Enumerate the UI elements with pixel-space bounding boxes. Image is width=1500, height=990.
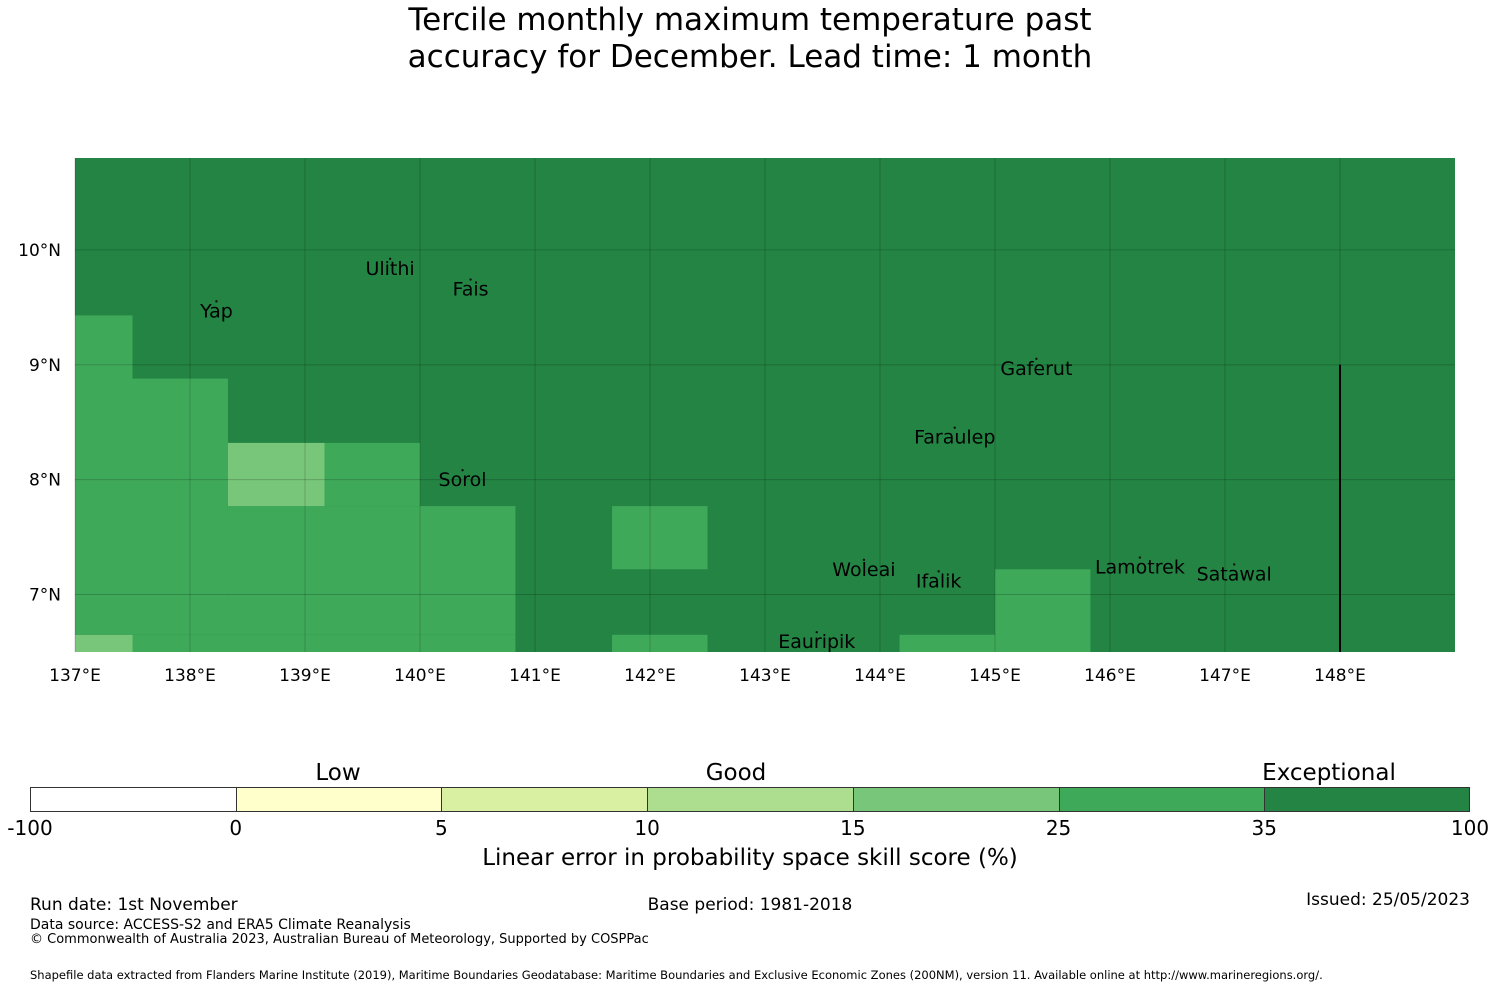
island-marker [953, 426, 956, 429]
lon-tick-label: 146°E [1084, 666, 1136, 686]
place-label-sorol: Sorol [439, 469, 487, 491]
colorbar-segment [441, 787, 648, 812]
lat-tick-label: 10°N [18, 241, 61, 261]
colorbar-tick-label: 35 [1251, 816, 1278, 840]
lat-tick-label: 9°N [29, 356, 61, 376]
island-marker [1035, 357, 1038, 360]
skill-cell [612, 506, 708, 570]
lon-tick-label: 144°E [854, 666, 906, 686]
colorbar-segment [30, 787, 236, 812]
island-marker [1233, 563, 1236, 566]
island-marker [1138, 556, 1142, 559]
colorbar-label: Linear error in probability space skill … [482, 845, 1018, 871]
island-marker [388, 257, 392, 261]
place-label-woleai: Woleai [832, 559, 895, 581]
class-label-low: Low [315, 760, 361, 786]
lon-tick-label: 137°E [49, 666, 101, 686]
skill-cell [995, 569, 1091, 652]
title-line-2: accuracy for December. Lead time: 1 mont… [407, 39, 1093, 75]
data-source: Data source: ACCESS-S2 and ERA5 Climate … [30, 917, 411, 933]
skill-cell [75, 315, 133, 635]
lat-tick-label: 8°N [29, 471, 61, 491]
skill-cell [132, 378, 228, 635]
island-marker [862, 558, 866, 562]
place-label-faraulep: Faraulep [914, 427, 995, 449]
colorbar-segment [235, 787, 442, 812]
island-marker [469, 278, 472, 281]
skill-cell [227, 442, 325, 507]
colorbar-segment [1264, 787, 1470, 812]
copyright: © Commonwealth of Australia 2023, Austra… [30, 932, 649, 947]
skill-cell [420, 506, 516, 635]
shapefile-credit: Shapefile data extracted from Flanders M… [30, 968, 1323, 982]
skill-cell [612, 634, 708, 652]
class-label-exceptional: Exceptional [1262, 760, 1396, 786]
place-label-fais: Fais [453, 279, 489, 301]
lon-tick-label: 138°E [164, 666, 216, 686]
island-marker [215, 300, 218, 303]
place-label-lamotrek: Lamotrek [1095, 557, 1185, 579]
place-label-yap: Yap [199, 300, 233, 322]
place-label-ifalik: Ifalik [916, 570, 962, 592]
colorbar-tick-label: 10 [634, 816, 660, 840]
place-label-ulithi: Ulithi [365, 258, 414, 280]
lat-tick-label: 7°N [29, 586, 61, 606]
colorbar-segment [1058, 787, 1265, 812]
lon-tick-label: 140°E [394, 666, 446, 686]
lon-tick-label: 143°E [739, 666, 791, 686]
base-period: Base period: 1981-2018 [647, 895, 853, 915]
island-marker [461, 469, 464, 472]
place-label-eauripik: Eauripik [778, 631, 855, 653]
place-label-gaferut: Gaferut [1000, 358, 1072, 380]
place-label-satawal: Satawal [1197, 563, 1272, 585]
island-marker [937, 570, 940, 573]
colorbar [30, 787, 1470, 812]
skill-cell [75, 634, 133, 652]
chart-title: Tercile monthly maximum temperature past… [0, 2, 1500, 76]
colorbar-tick-label: 5 [435, 816, 448, 840]
colorbar-segment [852, 787, 1059, 812]
lon-tick-label: 139°E [279, 666, 331, 686]
lon-tick-label: 142°E [624, 666, 676, 686]
colorbar-tick-label: -100 [7, 816, 53, 840]
skill-cell [227, 506, 420, 635]
skill-cell [132, 634, 516, 652]
colorbar-tick-label: 15 [840, 816, 866, 840]
lon-tick-label: 148°E [1314, 666, 1366, 686]
colorbar-tick-label: 0 [229, 816, 243, 840]
lon-tick-label: 147°E [1199, 666, 1251, 686]
island-marker [815, 631, 818, 634]
colorbar-tick-label: 100 [1450, 816, 1490, 840]
title-line-1: Tercile monthly maximum temperature past [408, 2, 1092, 38]
lon-tick-label: 141°E [509, 666, 561, 686]
lon-tick-label: 145°E [969, 666, 1021, 686]
colorbar-tick-label: 25 [1045, 816, 1072, 840]
issued-date: Issued: 25/05/2023 [1306, 890, 1470, 910]
run-date: Run date: 1st November [30, 895, 238, 915]
colorbar-segment [647, 787, 853, 812]
skill-cell [899, 634, 995, 652]
class-label-good: Good [705, 760, 767, 786]
skill-map: 137°E 138°E 139°E 140°E 141°E 142°E 143°E 144°E… [18, 158, 1455, 686]
skill-cell [324, 442, 420, 507]
